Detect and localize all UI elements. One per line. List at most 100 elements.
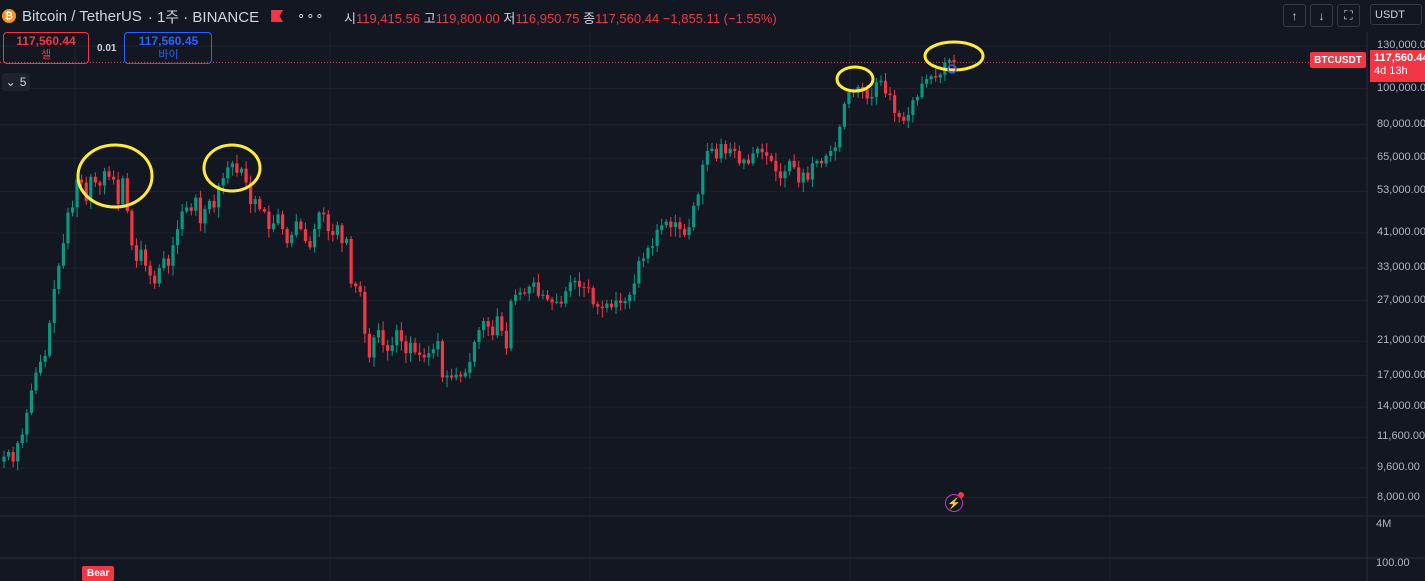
symbol-header: ₿ Bitcoin / TetherUS · 1주 · BINANCE ∘∘∘ <box>0 0 331 32</box>
candle-body <box>262 209 266 212</box>
candle-body <box>902 116 906 121</box>
candle-body <box>463 372 467 377</box>
price-scale-label: 53,000.00 <box>1377 184 1425 197</box>
lightning-alert-icon[interactable]: ⚡ <box>945 494 963 512</box>
candle-body <box>692 205 696 228</box>
chevron-down-icon: ⌄ <box>5 75 16 89</box>
buy-button[interactable]: 117,560.45 바이 <box>124 32 213 64</box>
candle-body <box>66 212 70 244</box>
candle-body <box>11 451 15 462</box>
bear-badge[interactable]: Bear <box>82 566 115 581</box>
candle-body <box>107 171 111 177</box>
bitcoin-icon: ₿ <box>2 9 16 23</box>
candle-body <box>696 194 700 206</box>
candle-body <box>116 179 120 205</box>
candle-body <box>472 342 477 362</box>
candle-body <box>43 355 47 362</box>
candle-body <box>481 321 486 331</box>
candle-body <box>372 337 376 358</box>
candle-body <box>874 82 878 97</box>
candle-body <box>98 182 102 186</box>
high-label: 고 <box>423 11 436 26</box>
candle-body <box>833 147 837 152</box>
price-scale-label: 17,000.00 <box>1377 368 1425 381</box>
price-scale-label: 100,000.00 <box>1377 81 1425 94</box>
sell-button[interactable]: 117,560.44 셀 <box>3 32 89 64</box>
candle-body <box>600 306 604 308</box>
candle-body <box>308 241 312 248</box>
candle-body <box>212 200 216 208</box>
candle-body <box>185 207 189 212</box>
fullscreen-icon[interactable]: ⛶ <box>1337 4 1360 27</box>
candle-body <box>618 300 623 304</box>
candle-body <box>710 148 714 152</box>
open-value: 119,415.56 <box>355 11 421 26</box>
candle-body <box>57 265 61 290</box>
candle-body <box>449 375 454 378</box>
buy-price: 117,560.45 <box>138 34 199 48</box>
candle-body <box>175 229 180 246</box>
candle-body <box>765 152 769 156</box>
price-scale-label: 80,000.00 <box>1377 117 1425 130</box>
bar-countdown: 4d 13h <box>1374 65 1408 77</box>
price-scale-label: 14,000.00 <box>1377 399 1425 412</box>
candle-body <box>335 225 340 235</box>
candle-body <box>632 283 636 295</box>
indicators-toggle[interactable]: ⌄ 5 <box>2 73 30 91</box>
candle-body <box>815 160 819 164</box>
symbol-selector[interactable]: ₿ Bitcoin / TetherUS · 1주 · BINANCE ∘∘∘ <box>0 2 331 30</box>
candle-body <box>769 155 773 161</box>
candle-body <box>326 214 330 231</box>
candle-body <box>203 209 207 224</box>
candle-body <box>582 286 586 288</box>
candle-body <box>532 282 536 287</box>
symbol-name: Bitcoin / TetherUS <box>22 7 142 25</box>
candle-body <box>80 179 84 183</box>
candle-body <box>376 330 381 338</box>
candle-body <box>669 221 673 228</box>
candle-body <box>189 207 193 211</box>
price-scale-label: 65,000.00 <box>1377 151 1425 164</box>
candle-body <box>112 176 116 180</box>
candle-body <box>664 221 668 226</box>
candle-body <box>34 372 38 391</box>
candle-body <box>25 412 29 435</box>
candle-body <box>491 326 495 336</box>
candle-body <box>139 249 143 261</box>
currency-selector[interactable]: USDT <box>1370 4 1422 25</box>
candle-body <box>194 197 198 211</box>
candle-body <box>153 275 157 284</box>
candle-body <box>217 185 221 208</box>
buy-label: 바이 <box>158 49 179 61</box>
candle-body <box>947 59 952 63</box>
candle-body <box>509 301 513 349</box>
candle-body <box>637 260 641 284</box>
more-options-icon[interactable]: ∘∘∘ <box>297 8 325 23</box>
candle-body <box>381 330 385 346</box>
candle-body <box>408 342 413 354</box>
candle-body <box>673 222 677 228</box>
last-bar-marker <box>947 64 957 74</box>
candle-body <box>605 303 609 308</box>
candle-body <box>258 199 262 210</box>
candle-body <box>349 238 353 284</box>
candle-body <box>929 76 933 80</box>
candle-body <box>29 390 34 413</box>
candle-body <box>354 283 358 287</box>
flag-icon[interactable] <box>271 10 284 22</box>
candle-body <box>445 375 449 378</box>
candle-body <box>513 294 518 302</box>
candle-body <box>756 148 760 154</box>
close-label: 종 <box>583 11 596 26</box>
candle-body <box>363 291 367 334</box>
candle-body <box>38 361 43 373</box>
candle-body <box>920 83 924 97</box>
candle-body <box>157 268 161 284</box>
candle-body <box>500 316 504 331</box>
candle-body <box>367 333 371 358</box>
arrow-up-icon[interactable]: ↑ <box>1283 4 1306 27</box>
candle-body <box>518 292 522 295</box>
candle-body <box>806 172 810 180</box>
arrow-down-icon[interactable]: ↓ <box>1310 4 1333 27</box>
